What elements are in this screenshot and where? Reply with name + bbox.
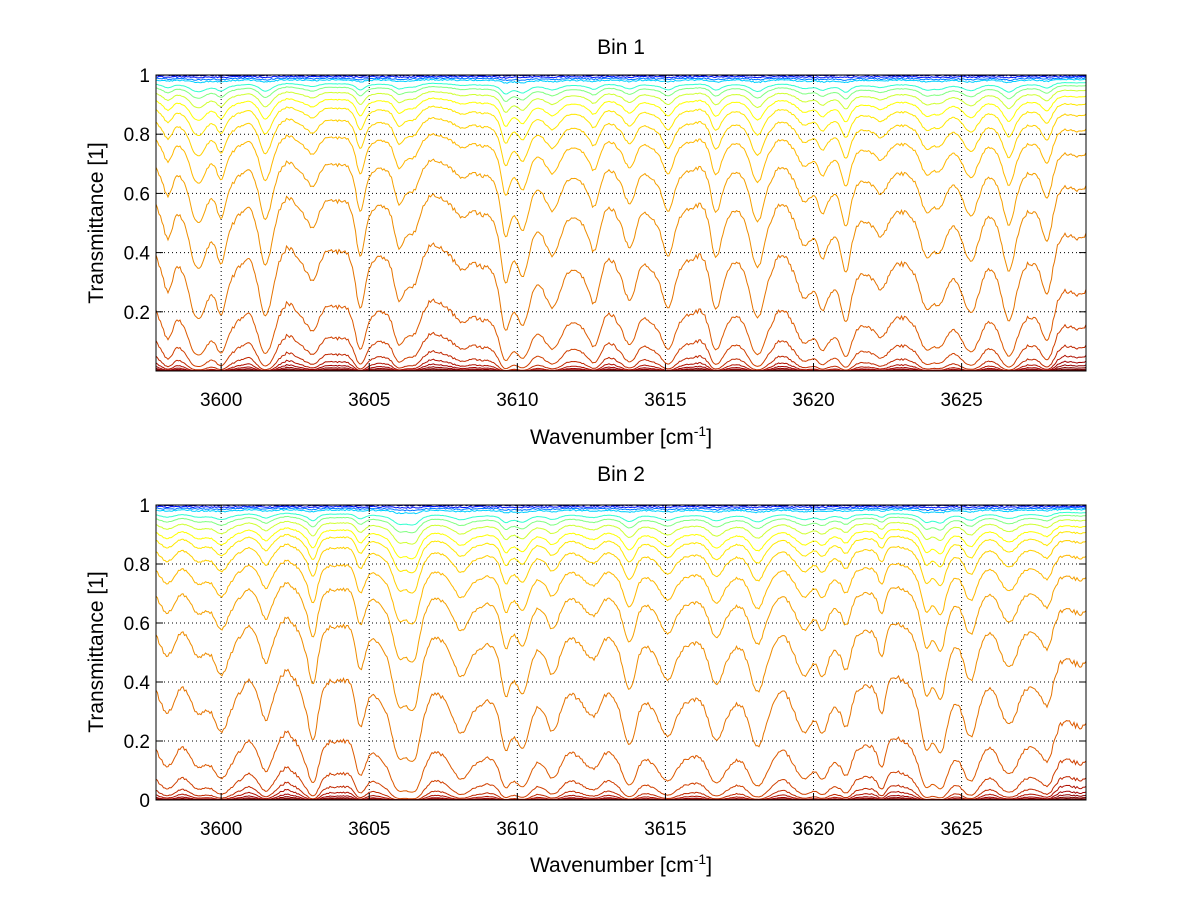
series-line xyxy=(155,84,1087,102)
y-tick-label: 1 xyxy=(139,496,150,517)
axes-frame xyxy=(155,74,1087,372)
series-line xyxy=(155,514,1087,534)
series-line xyxy=(155,89,1087,113)
series-line xyxy=(155,575,1087,663)
y-tick-label: 0.2 xyxy=(124,732,150,753)
series-line xyxy=(155,323,1087,370)
x-axis-label-end: ] xyxy=(706,426,712,449)
y-axis-ticks: 0.2 0.4 0.6 0.8 1 xyxy=(124,66,1086,324)
series-line xyxy=(155,525,1087,560)
x-axis-ticks: 3600 3605 3610 3615 3620 3625 xyxy=(200,75,983,411)
series-line xyxy=(155,95,1087,127)
x-tick-label: 3615 xyxy=(644,390,686,411)
series-line xyxy=(155,507,1087,512)
y-axis-label: Transmittance [1] xyxy=(85,571,108,732)
x-tick-label: 3615 xyxy=(644,819,686,840)
series-line xyxy=(155,720,1087,793)
chart-title: Bin 1 xyxy=(597,36,645,59)
series-line xyxy=(155,607,1087,712)
y-tick-label: 0 xyxy=(139,791,150,812)
x-tick-label: 3625 xyxy=(940,819,982,840)
x-axis-label-superscript: -1 xyxy=(694,423,707,439)
x-axis-label-end: ] xyxy=(706,854,712,877)
series-line xyxy=(155,288,1087,362)
grid xyxy=(156,75,1086,371)
series-line xyxy=(155,539,1087,594)
x-axis-label: Wavenumber [cm-1] xyxy=(530,851,712,877)
y-tick-label: 0.2 xyxy=(124,303,150,324)
series-line xyxy=(155,554,1087,625)
y-tick-label: 0.8 xyxy=(124,125,150,146)
x-tick-label: 3620 xyxy=(792,819,834,840)
series-line xyxy=(155,113,1087,167)
x-tick-label: 3610 xyxy=(496,390,538,411)
series-line xyxy=(155,76,1087,82)
x-axis-label-main: Wavenumber [cm xyxy=(530,854,694,877)
x-tick-label: 3600 xyxy=(200,390,242,411)
y-tick-label: 0.6 xyxy=(124,184,150,205)
series-group xyxy=(155,504,1087,801)
series-line xyxy=(155,658,1087,762)
series-line xyxy=(155,128,1087,196)
x-axis-ticks: 3600 3605 3610 3615 3620 3625 xyxy=(200,505,983,840)
series-line xyxy=(156,508,1087,515)
y-tick-label: 0.8 xyxy=(124,555,150,576)
series-line xyxy=(156,505,1087,509)
series-line xyxy=(155,78,1087,84)
y-tick-label: 0.6 xyxy=(124,614,150,635)
series-line xyxy=(155,531,1087,574)
series-line xyxy=(155,232,1087,331)
x-tick-label: 3600 xyxy=(200,819,242,840)
series-line xyxy=(155,184,1087,284)
y-axis-label: Transmittance [1] xyxy=(85,142,108,303)
x-tick-label: 3610 xyxy=(496,819,538,840)
series-line xyxy=(155,776,1087,801)
series-group xyxy=(155,74,1087,372)
y-tick-label: 0.4 xyxy=(124,673,151,694)
subplot-bin-2: Bin 2 3600 3605 3610 3615 3620 3625 0 0.2 0.4 0.… xyxy=(85,463,1087,877)
x-tick-label: 3605 xyxy=(348,390,390,411)
series-line xyxy=(155,102,1087,144)
series-line xyxy=(155,519,1087,545)
x-tick-label: 3605 xyxy=(348,819,390,840)
axes-frame xyxy=(155,504,1087,801)
y-axis-ticks: 0 0.2 0.4 0.6 0.8 1 xyxy=(124,496,1086,812)
subplot-bin-1: Bin 1 3600 3605 3610 3615 3620 3625 0.2 0.4 0.6… xyxy=(85,36,1087,449)
x-tick-label: 3625 xyxy=(940,390,982,411)
y-tick-label: 1 xyxy=(139,66,150,87)
series-line xyxy=(155,81,1087,95)
x-axis-label: Wavenumber [cm-1] xyxy=(530,423,712,449)
x-tick-label: 3620 xyxy=(792,390,834,411)
series-line xyxy=(155,344,1087,372)
x-axis-label-main: Wavenumber [cm xyxy=(530,426,694,449)
series-line xyxy=(155,75,1087,79)
y-tick-label: 0.4 xyxy=(124,244,151,265)
series-line xyxy=(155,151,1087,238)
series-line xyxy=(155,758,1087,800)
x-axis-label-superscript: -1 xyxy=(694,851,707,867)
chart-title: Bin 2 xyxy=(597,463,645,486)
series-line xyxy=(155,511,1087,526)
